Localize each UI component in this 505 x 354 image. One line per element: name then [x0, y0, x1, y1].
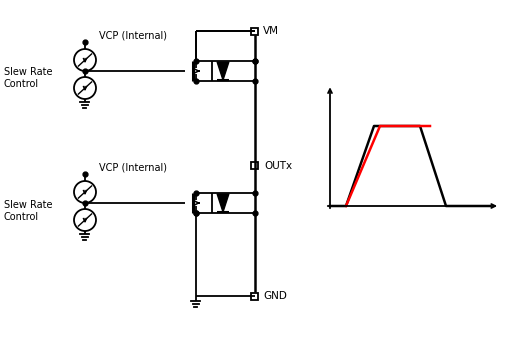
Text: Slew Rate
Control: Slew Rate Control — [4, 67, 53, 89]
Text: VM: VM — [263, 26, 278, 36]
Bar — [251, 162, 258, 170]
Polygon shape — [217, 194, 228, 212]
Text: VCP (Internal): VCP (Internal) — [99, 31, 167, 41]
Text: OUTx: OUTx — [264, 161, 291, 171]
Polygon shape — [217, 62, 228, 80]
Text: VCP (Internal): VCP (Internal) — [99, 163, 167, 173]
Text: Slew Rate
Control: Slew Rate Control — [4, 200, 53, 222]
Bar — [251, 28, 258, 34]
Bar — [251, 292, 258, 299]
Text: GND: GND — [263, 291, 286, 301]
